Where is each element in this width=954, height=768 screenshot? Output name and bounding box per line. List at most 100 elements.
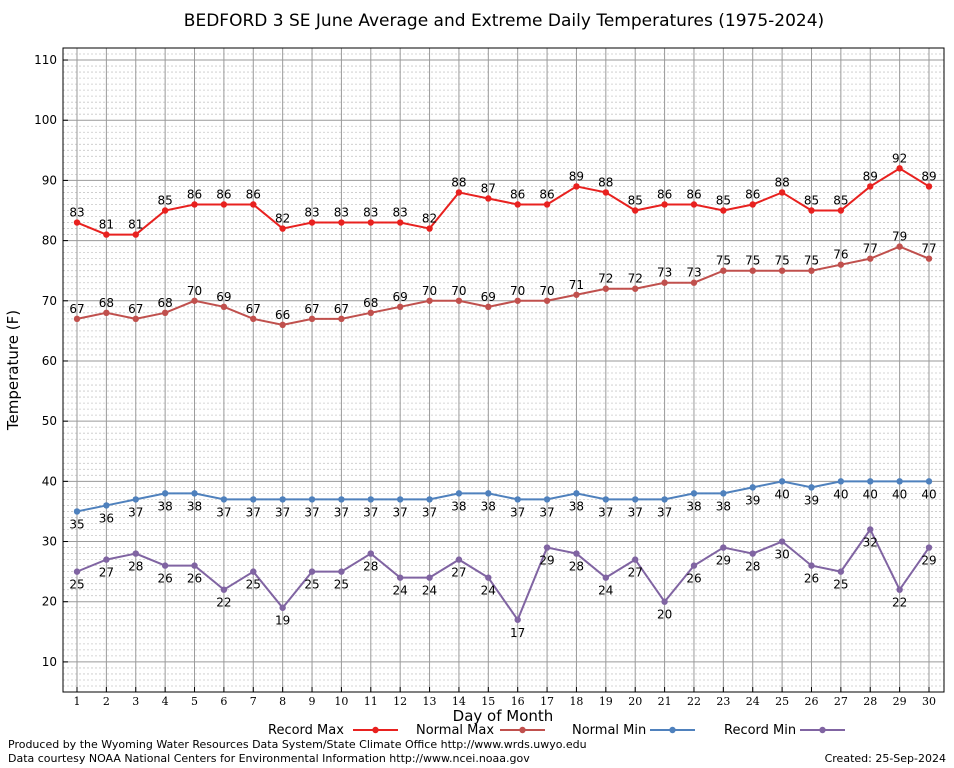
record-max-point (514, 201, 521, 208)
record-max-point (690, 201, 698, 208)
x-tick-label: 24 (746, 695, 760, 708)
x-tick-label: 30 (922, 695, 936, 708)
x-tick-label: 13 (423, 695, 437, 708)
normal-max-point (103, 309, 110, 317)
x-tick-label: 14 (452, 695, 466, 708)
normal-min-point (367, 496, 374, 503)
normal-max-point (514, 297, 521, 304)
x-tick-label: 3 (132, 695, 139, 708)
normal-min-point (543, 496, 551, 503)
normal-min-data-label: 40 (833, 487, 848, 501)
normal-max-data-label: 75 (774, 254, 789, 268)
normal-max-point (808, 267, 815, 274)
normal-min-data-label: 37 (216, 505, 231, 519)
normal-max-data-label: 68 (363, 296, 378, 310)
record-min-data-label: 19 (275, 614, 290, 628)
record-min-data-label: 28 (363, 560, 378, 574)
normal-max-point (661, 279, 668, 286)
normal-max-point (485, 303, 492, 311)
normal-min-point (573, 490, 580, 497)
record-max-data-label: 86 (539, 187, 554, 201)
normal-max-point (690, 279, 698, 286)
normal-max-point (220, 303, 228, 311)
y-tick-label: 10 (42, 655, 57, 669)
normal-min-data-label: 37 (628, 505, 643, 519)
record-max-data-label: 81 (99, 218, 114, 232)
record-min-point (925, 544, 933, 551)
normal-max-point (161, 309, 169, 317)
plot-frame (62, 47, 945, 693)
record-min-point (220, 586, 228, 593)
record-min-point (367, 550, 374, 557)
record-min-data-label: 25 (334, 578, 349, 592)
y-tick-label: 50 (42, 414, 57, 428)
record-max-data-label: 88 (774, 175, 789, 189)
normal-min-data-label: 37 (657, 505, 672, 519)
record-max-point (720, 207, 727, 214)
normal-max-point (455, 297, 463, 304)
record-min-point (837, 568, 845, 575)
normal-min-point (426, 496, 433, 503)
record-max-point (73, 219, 81, 226)
major-grid (63, 48, 944, 692)
normal-min-point (338, 496, 345, 503)
record-max-point (308, 219, 316, 226)
normal-min-point (279, 496, 286, 503)
normal-max-data-label: 70 (187, 284, 202, 298)
record-max-data-label: 85 (628, 194, 643, 208)
record-max-data-label: 86 (187, 187, 202, 201)
record-max-data-label: 83 (363, 206, 378, 220)
x-tick-label: 26 (804, 695, 818, 708)
record-min-point (132, 550, 139, 557)
x-tick-label: 19 (599, 695, 613, 708)
normal-min-data-label: 39 (804, 493, 819, 507)
record-max-data-label: 87 (481, 181, 496, 195)
legend-label-record-min: Record Min (724, 723, 796, 738)
normal-min-point (837, 478, 845, 485)
record-max-data-label: 82 (422, 212, 437, 226)
record-min-point (308, 568, 316, 575)
record-min-data-label: 24 (422, 584, 437, 598)
record-min-data-label: 30 (774, 548, 789, 562)
record-min-point (690, 562, 698, 569)
record-min-data-label: 20 (657, 608, 672, 622)
normal-min-point (132, 496, 139, 503)
normal-min-data-label: 37 (422, 505, 437, 519)
normal-max-data-label: 68 (157, 296, 172, 310)
normal-min-data-label: 37 (510, 505, 525, 519)
normal-min-point (602, 496, 610, 503)
y-tick-label: 70 (42, 294, 57, 308)
y-tick-label: 40 (42, 474, 57, 488)
record-min-point (514, 616, 521, 623)
normal-max-point (867, 255, 874, 262)
record-min-point (543, 544, 551, 551)
record-max-point (749, 201, 756, 208)
record-max-point (338, 219, 345, 226)
normal-min-data-label: 40 (892, 487, 907, 501)
record-min-data-label: 29 (539, 554, 554, 568)
normal-min-point (250, 496, 257, 503)
record-max-point (396, 219, 404, 226)
record-max-point (573, 183, 580, 190)
record-min-point (396, 574, 404, 581)
record-max-data-label: 86 (216, 187, 231, 201)
record-min-point (661, 598, 668, 605)
normal-min-data-label: 40 (921, 487, 936, 501)
normal-min-point (485, 490, 492, 497)
normal-min-point (690, 490, 698, 497)
y-tick-label: 30 (42, 535, 57, 549)
record-max-point (925, 183, 933, 190)
normal-max-point (837, 261, 845, 268)
record-min-data-label: 26 (804, 572, 819, 586)
record-max-data-label: 85 (716, 194, 731, 208)
normal-min-series: 35 36 37 38 38 37 37 37 37 37 37 37 37 38 38 37 37 38 37 37… (69, 478, 937, 531)
legend: Record Max Normal Max Normal Min Record Min (268, 723, 845, 738)
legend-marker-record-min (819, 726, 826, 734)
record-min-data-label: 26 (686, 572, 701, 586)
record-max-data-label: 89 (569, 169, 584, 183)
normal-min-data-label: 38 (157, 499, 172, 513)
record-min-data-label: 29 (716, 554, 731, 568)
record-min-data-label: 24 (393, 584, 408, 598)
x-tick-label: 21 (658, 695, 672, 708)
